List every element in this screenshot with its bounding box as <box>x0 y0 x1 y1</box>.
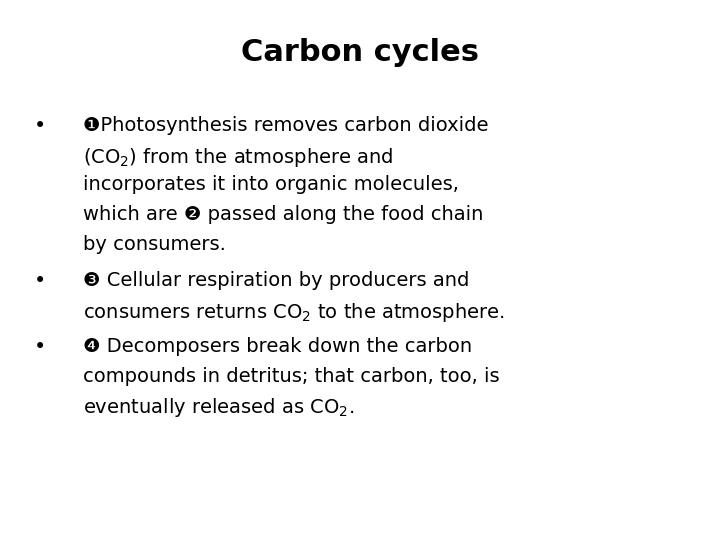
Text: which are ❷ passed along the food chain: which are ❷ passed along the food chain <box>83 205 483 224</box>
Text: (CO$_2$) from the atmosphere and: (CO$_2$) from the atmosphere and <box>83 146 393 169</box>
Text: ❸ Cellular respiration by producers and: ❸ Cellular respiration by producers and <box>83 271 469 290</box>
Text: ❹ Decomposers break down the carbon: ❹ Decomposers break down the carbon <box>83 337 472 356</box>
Text: Carbon cycles: Carbon cycles <box>241 38 479 67</box>
Text: •: • <box>33 271 46 291</box>
Text: by consumers.: by consumers. <box>83 235 225 254</box>
Text: ❶Photosynthesis removes carbon dioxide: ❶Photosynthesis removes carbon dioxide <box>83 116 488 135</box>
Text: eventually released as CO$_2$.: eventually released as CO$_2$. <box>83 396 354 420</box>
Text: compounds in detritus; that carbon, too, is: compounds in detritus; that carbon, too,… <box>83 367 500 386</box>
Text: incorporates it into organic molecules,: incorporates it into organic molecules, <box>83 176 459 194</box>
Text: consumers returns CO$_2$ to the atmosphere.: consumers returns CO$_2$ to the atmosphe… <box>83 301 505 324</box>
Text: •: • <box>33 116 46 136</box>
Text: •: • <box>33 337 46 357</box>
